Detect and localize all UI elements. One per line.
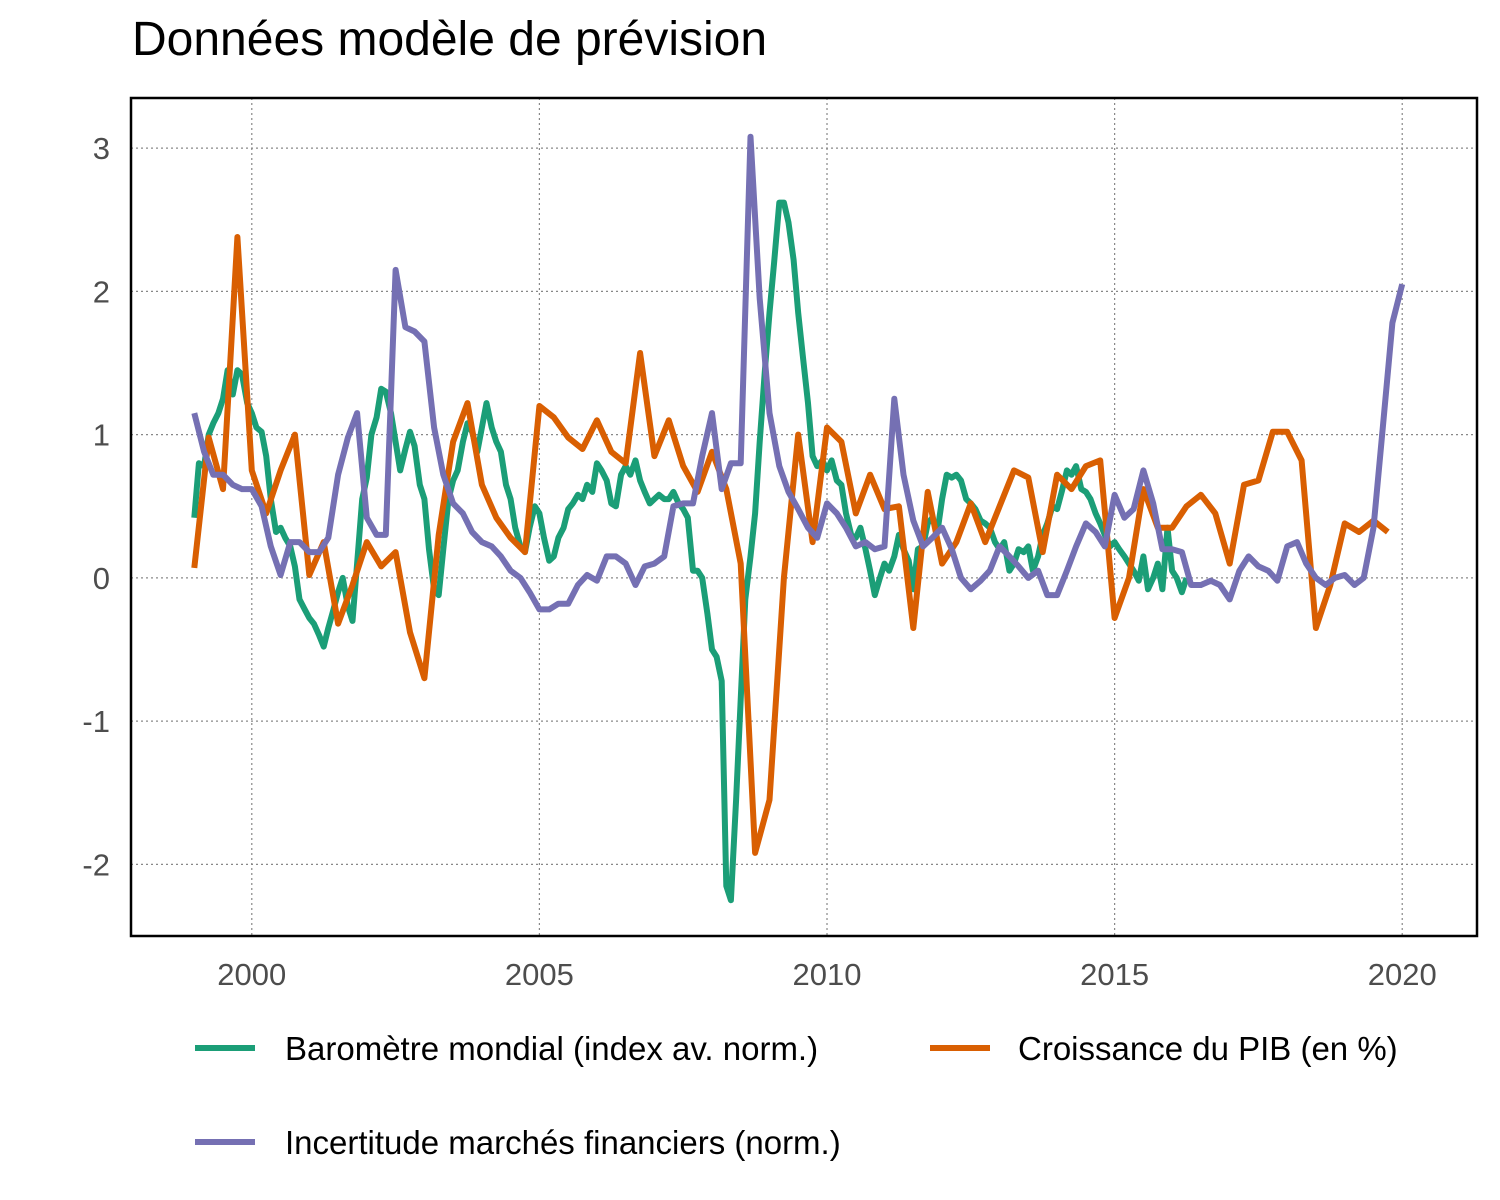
y-tick-label: -2 [82, 847, 110, 882]
plot-frame [129, 96, 1479, 938]
chart-title: Données modèle de prévision [132, 13, 768, 66]
x-tick-label: 2010 [793, 957, 862, 992]
grid-lines [131, 98, 1477, 936]
x-tick-label: 2020 [1368, 957, 1437, 992]
x-axis: 2000 2005 2010 2015 2020 [217, 957, 1436, 992]
y-tick-label: 0 [93, 561, 110, 596]
series-line-3 [191, 133, 1406, 613]
legend: Baromètre mondial (index av. norm.) Crois… [195, 1030, 1398, 1161]
legend-label-3: Incertitude marchés financiers (norm.) [285, 1124, 841, 1161]
y-tick-label: 1 [93, 418, 110, 453]
x-tick-label: 2015 [1080, 957, 1149, 992]
series-line-1 [191, 199, 1190, 904]
y-tick-label: 2 [93, 274, 110, 309]
x-tick-label: 2000 [217, 957, 286, 992]
series-line-2 [191, 234, 1390, 856]
y-tick-label: -1 [82, 704, 110, 739]
x-tick-label: 2005 [505, 957, 574, 992]
legend-label-2: Croissance du PIB (en %) [1018, 1030, 1398, 1067]
series-layer [191, 133, 1406, 904]
legend-label-1: Baromètre mondial (index av. norm.) [285, 1030, 818, 1067]
y-axis: -2 -1 0 1 2 3 [82, 131, 110, 882]
y-tick-label: 3 [93, 131, 110, 166]
